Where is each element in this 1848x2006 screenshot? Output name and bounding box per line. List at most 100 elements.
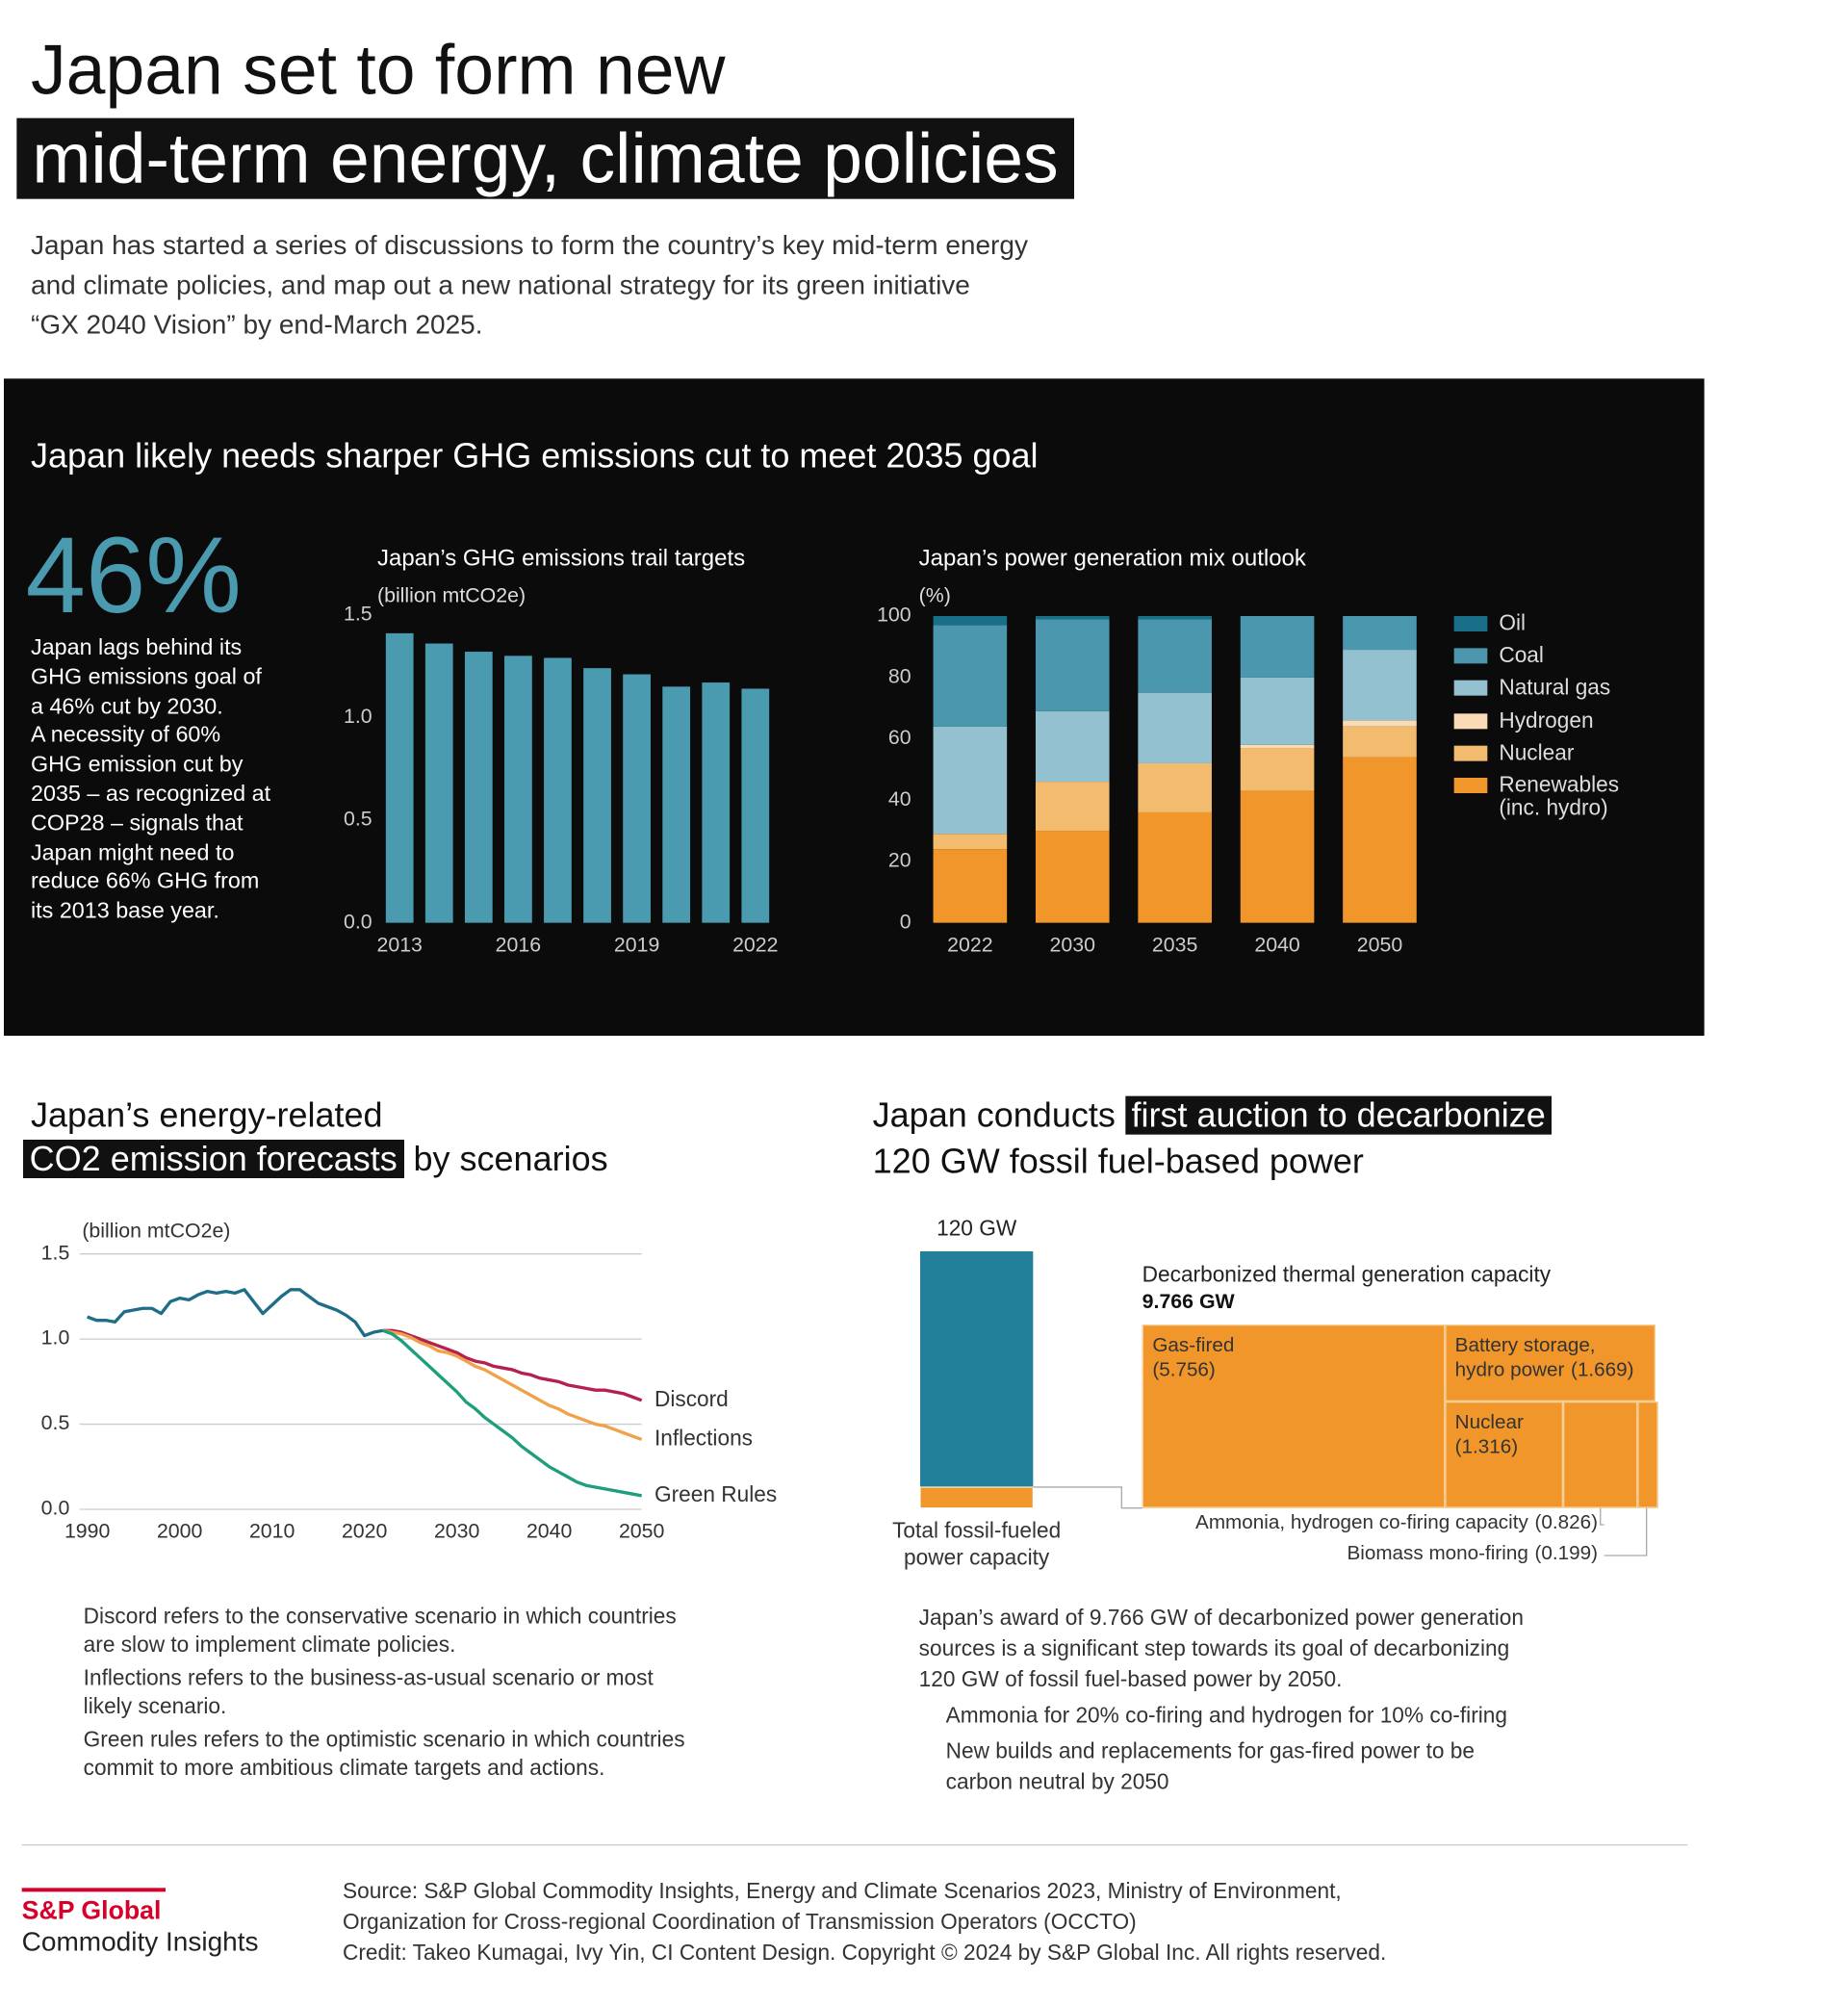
legend-label: Nuclear [1499, 740, 1575, 765]
x-tick-label: 1990 [64, 1520, 111, 1543]
bar-segment [1138, 619, 1212, 693]
bullet: New builds and replacements for gas-fire… [946, 1736, 1524, 1798]
bar-segment [1343, 650, 1417, 721]
bar-segment [933, 849, 1008, 923]
x-tick-label: 2020 [342, 1520, 388, 1543]
section-title: Japan conducts first auction to decarbon… [873, 1093, 1553, 1137]
section-title: CO2 emission forecasts by scenarios [22, 1137, 608, 1180]
intro-line: “GX 2040 Vision” by end-March 2025. [30, 310, 483, 341]
y-tick-label: 1.5 [41, 1241, 70, 1264]
total-bar [919, 1250, 1034, 1508]
title-highlight: CO2 emission forecasts [22, 1139, 404, 1178]
bar-segment [1343, 726, 1417, 758]
bullet-line: carbon neutral by 2050 [945, 1769, 1169, 1794]
stat-line: COP28 – signals that [30, 810, 244, 836]
bar [544, 657, 572, 923]
cell-label: Battery storage, hydro power [1454, 1334, 1596, 1381]
x-tick-label: 2000 [157, 1520, 203, 1543]
summary-line: Japan’s award of 9.766 GW of decarbonize… [918, 1605, 1525, 1631]
summary-line: sources is a significant step towards it… [918, 1635, 1510, 1661]
bar-segment [1240, 790, 1315, 923]
treemap-cell: Battery storage, hydro power (1.669) [1444, 1324, 1656, 1402]
title-highlight: first auction to decarbonize [1124, 1095, 1553, 1135]
legend-label: Renewables (inc. hydro) [1499, 772, 1620, 820]
bar-segment [933, 615, 1008, 626]
source-line: Credit: Takeo Kumagai, Ivy Yin, CI Conte… [342, 1940, 1387, 1966]
total-caption: Total fossil-fueled power capacity [892, 1518, 1062, 1570]
treemap-cell [1637, 1401, 1658, 1508]
stat-line: GHG emissions goal of [30, 663, 262, 689]
title-line: Japan set to form new [30, 29, 726, 110]
bar [702, 682, 731, 923]
legend-item: Hydrogen [1453, 708, 1640, 733]
chart-title: Japan’s power generation mix outlook [919, 546, 1307, 572]
cell-value: (0.199) [1534, 1542, 1598, 1565]
panel-title: Japan likely needs sharper GHG emissions… [30, 436, 1039, 476]
stat-text: Japan lags behind its GHG emissions goal … [31, 632, 270, 925]
logo: S&P Global [21, 1896, 162, 1925]
bar-segment [933, 834, 1008, 850]
cell-value: (1.669) [1571, 1358, 1634, 1381]
cell-value: (1.316) [1454, 1435, 1519, 1458]
bar-segment [1343, 720, 1417, 727]
intro: Japan has started a series of discussion… [31, 226, 1028, 346]
series-label: Inflections [654, 1425, 753, 1450]
legend-swatch [1453, 615, 1488, 631]
bar [424, 643, 453, 923]
bar [662, 686, 691, 923]
outside-label: Ammonia, hydrogen co-firing capacity (0.8… [1027, 1510, 1598, 1536]
cell-label: Gas-fired [1152, 1334, 1235, 1357]
connector [1604, 1507, 1648, 1556]
cell-label: Biomass mono-firing [1347, 1542, 1528, 1565]
note-line: commit to more ambitious climate targets… [83, 1755, 605, 1781]
series-label: Discord [654, 1386, 729, 1411]
y-tick-label: 60 [888, 726, 911, 749]
y-tick-label: 1.0 [41, 1326, 70, 1350]
treemap-cell: Gas-fired (5.756) [1142, 1324, 1445, 1508]
auction-text: Japan’s award of 9.766 GW of decarbonize… [919, 1603, 1524, 1798]
connector [1033, 1486, 1142, 1509]
bar-segment [1240, 677, 1315, 745]
note: Green rules refers to the optimistic sce… [84, 1726, 685, 1783]
stat-line: its 2013 base year. [30, 897, 219, 923]
stat-line: A necessity of 60% [30, 721, 221, 748]
x-tick-label: 2030 [1050, 933, 1096, 956]
legend-item: Coal [1453, 644, 1640, 668]
note-line: are slow to implement climate policies. [83, 1632, 456, 1658]
panel [3, 378, 1705, 1036]
y-tick-label: 1.0 [344, 705, 372, 728]
y-tick-label: 100 [877, 604, 911, 627]
y-tick-label: 1.5 [344, 602, 372, 625]
series-line [382, 1328, 643, 1442]
cell-label: Nuclear [1454, 1411, 1524, 1433]
stat-line: 2035 – as recognized at [30, 780, 271, 807]
stat-line: reduce 66% GHG from [30, 867, 260, 894]
legend-swatch [1453, 777, 1488, 793]
y-tick-label: 80 [888, 664, 911, 687]
bar [623, 674, 651, 923]
stat-line: Japan might need to [30, 838, 235, 865]
treemap-total: 9.766 GW [1142, 1290, 1236, 1313]
x-tick-label: 2016 [496, 933, 541, 956]
bullet-line: Ammonia for 20% co-firing and hydrogen f… [945, 1703, 1507, 1728]
bar-segment [1035, 615, 1110, 620]
y-tick-label: 0.5 [344, 808, 372, 831]
x-tick-label: 2013 [376, 933, 422, 956]
bar-segment [1240, 744, 1315, 749]
stat-line: a 46% cut by 2030. [30, 692, 223, 719]
scenario-notes: Discord refers to the conservative scena… [84, 1603, 685, 1787]
decarbonized-bar [919, 1486, 1034, 1509]
x-tick-label: 2050 [619, 1520, 665, 1543]
bar-segment [1240, 615, 1315, 678]
x-tick-label: 2022 [947, 933, 992, 956]
source-line: Organization for Cross-regional Coordina… [342, 1909, 1137, 1935]
intro-line: and climate policies, and map out a new … [30, 270, 970, 300]
series-label: Green Rules [654, 1481, 777, 1506]
stat-line: GHG emission cut by [30, 751, 244, 777]
x-tick-label: 2010 [249, 1520, 295, 1543]
legend-label: Oil [1499, 610, 1527, 635]
x-tick-label: 2022 [732, 933, 778, 956]
y-axis-label: (%) [919, 584, 951, 607]
legend-item: Oil [1453, 610, 1640, 635]
legend-swatch [1453, 648, 1488, 664]
